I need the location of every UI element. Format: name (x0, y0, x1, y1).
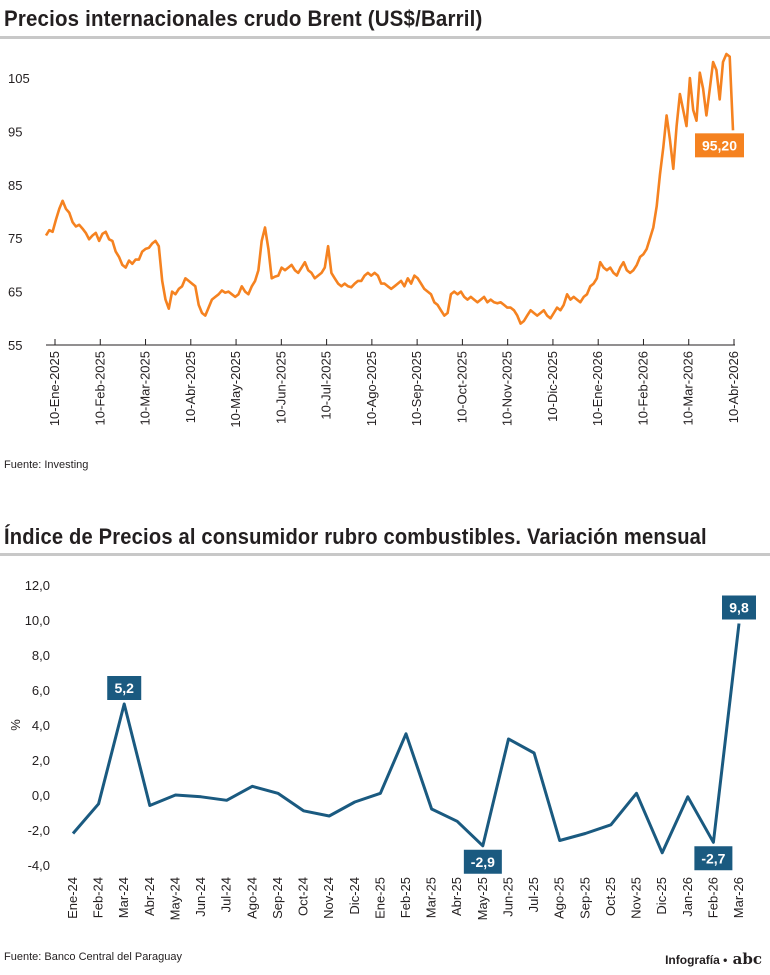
y-tick-label: 12,0 (25, 578, 50, 593)
x-tick-label: Jan-26 (680, 877, 695, 917)
x-tick-label: 10-Sep-2025 (409, 351, 424, 426)
x-tick-label: Oct-25 (603, 877, 618, 916)
chart2-title: Índice de Precios al consumidor rubro co… (4, 524, 707, 549)
y-tick-label: 2,0 (32, 753, 50, 768)
data-label-box (694, 846, 733, 871)
x-tick-label: 10-Jul-2025 (319, 351, 334, 420)
data-label: -2,9 (471, 854, 495, 870)
x-tick-label: 10-Dic-2025 (545, 351, 560, 422)
y-tick-label: 8,0 (32, 648, 50, 663)
last-value-label: 95,20 (702, 137, 737, 153)
brent-series-line (44, 52, 735, 325)
chart1-title: Precios internacionales crudo Brent (US$… (4, 6, 483, 31)
x-tick-label: Ago-24 (244, 877, 259, 919)
x-tick-label: Sep-24 (270, 877, 285, 919)
y-tick-label: -2,0 (28, 823, 50, 838)
x-tick-label: Dic-25 (654, 877, 669, 915)
x-tick-label: 10-Abr-2025 (183, 351, 198, 423)
x-tick-label: 10-Feb-2026 (635, 351, 650, 425)
y-tick-label: 65 (8, 285, 22, 300)
brent-price-chart: 55 65 75 85 95 105 10-Ene-2025 10-Feb-2025 10-Ma… (8, 52, 744, 428)
y-tick-label: -4,0 (28, 858, 50, 873)
x-tick-label: Mar-26 (731, 877, 746, 918)
credit-label: Infografía (665, 953, 720, 967)
x-tick-label: Feb-24 (91, 877, 106, 918)
abc-logo: abc (732, 950, 762, 968)
y-tick-label: 95 (8, 124, 22, 139)
last-value-box (695, 133, 744, 158)
x-tick-label: Feb-25 (398, 877, 413, 918)
chart2-title-rule (0, 553, 770, 556)
credit-logo: Infografía • abc (665, 950, 762, 968)
x-tick-label: Jul-24 (219, 877, 234, 912)
x-tick-label: Abr-24 (142, 877, 157, 916)
x-tick-label: Jul-25 (526, 877, 541, 912)
y-tick-label: 55 (8, 338, 22, 353)
y-tick-label: 0,0 (32, 788, 50, 803)
x-tick-label: Jun-24 (193, 877, 208, 917)
y-tick-label: 85 (8, 178, 22, 193)
x-tick-label: 10-Ene-2026 (590, 351, 605, 426)
x-tick-label: 10-Mar-2025 (138, 351, 153, 425)
data-label-box (722, 595, 756, 620)
x-tick-label: May-24 (167, 877, 182, 920)
x-tick-label: Feb-26 (705, 877, 720, 918)
y-tick-label: 4,0 (32, 718, 50, 733)
cpi-series-line (71, 623, 741, 855)
y-tick-label: 6,0 (32, 683, 50, 698)
data-label: 9,8 (729, 600, 749, 616)
x-tick-label: Nov-24 (321, 877, 336, 919)
credit-separator: • (723, 953, 728, 967)
data-label: -2,7 (701, 850, 725, 866)
x-tick-label: 10-May-2025 (228, 351, 243, 428)
x-tick-label: 10-Abr-2026 (726, 351, 741, 423)
x-tick-label: Ene-24 (65, 877, 80, 919)
chart1-source: Fuente: Investing (4, 459, 89, 471)
x-tick-label: 10-Jun-2025 (273, 351, 288, 424)
y-tick-label: 105 (8, 71, 30, 86)
x-tick-label: 10-Nov-2025 (500, 351, 515, 426)
x-tick-label: Dic-24 (347, 877, 362, 915)
x-tick-label: Mar-25 (424, 877, 439, 918)
chart1-title-rule (0, 36, 770, 39)
x-tick-label: Ene-25 (372, 877, 387, 919)
x-tick-label: Mar-24 (116, 877, 131, 918)
data-label-box (463, 849, 502, 874)
y-axis-label: % (8, 719, 23, 731)
x-tick-label: Oct-24 (296, 877, 311, 916)
x-tick-label: Ago-25 (552, 877, 567, 919)
x-tick-label: 10-Feb-2025 (92, 351, 107, 425)
x-tick-label: Abr-25 (449, 877, 464, 916)
x-tick-label: May-25 (475, 877, 490, 920)
chart2-source: Fuente: Banco Central del Paraguay (4, 951, 182, 963)
y-tick-label: 10,0 (25, 613, 50, 628)
data-label-box (107, 676, 142, 700)
x-tick-label: Sep-25 (577, 877, 592, 919)
x-tick-label: Nov-25 (629, 877, 644, 919)
y-tick-label: 75 (8, 231, 22, 246)
x-tick-label: 10-Mar-2026 (681, 351, 696, 425)
x-tick-label: 10-Oct-2025 (454, 351, 469, 423)
x-tick-label: Jun-25 (500, 877, 515, 917)
x-tick-label: 10-Ene-2025 (47, 351, 62, 426)
data-label: 5,2 (114, 680, 134, 696)
x-tick-label: 10-Ago-2025 (364, 351, 379, 426)
